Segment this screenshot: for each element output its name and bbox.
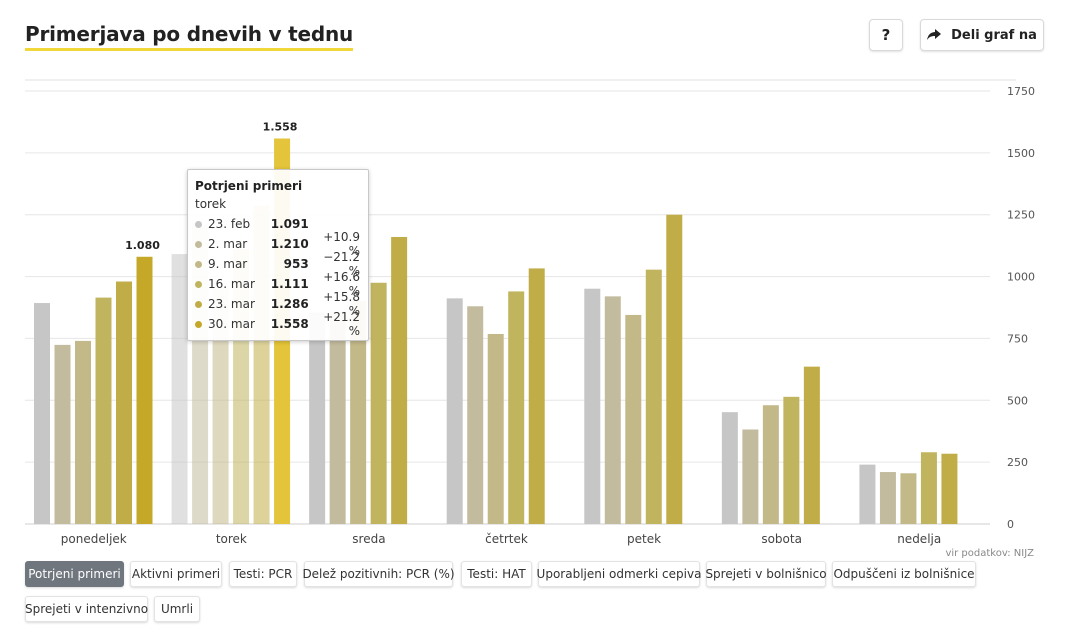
chart-title: Primerjava po dnevih v tednu [25,22,353,51]
tooltip-change: +21.2 % [323,310,360,338]
bar [762,405,779,524]
chart-tooltip: Potrjeni primeri torek 23. feb 1.091 2. ma… [187,169,369,341]
tab-odpuščeni-iz-bolnišnice[interactable]: Odpuščeni iz bolnišnice [832,561,976,587]
series-dot-icon [195,240,202,248]
share-arrow-icon [927,29,942,40]
bar-chart: 0 250 500 750 1000 1250 1500 1750 ponedeljek tore… [25,79,1035,559]
series-dot-icon [195,320,202,328]
tooltip-title: Potrjeni primeri [195,179,303,193]
tooltip-date: 23. feb [208,217,251,231]
bar [666,214,683,524]
series-dot-icon [195,280,202,288]
bar [508,291,525,524]
tooltip-change: +10.9 % [323,230,360,258]
tooltip-date: 2. mar [208,237,248,251]
tooltip-value: 1.558 [270,317,309,331]
tooltip-change: +15.8 % [323,290,360,318]
tab-sprejeti-v-bolnišnico[interactable]: Sprejeti v bolnišnico [705,561,827,587]
tab-umrli[interactable]: Umrli [154,596,200,622]
y-tick-label: 1500 [1007,147,1035,160]
data-label: 1.080 [125,239,160,252]
x-tick-label: ponedeljek [61,532,127,546]
bar [721,412,738,524]
tab-aktivni-primeri[interactable]: Aktivni primeri [130,561,222,587]
tooltip-value: 1.286 [270,297,309,311]
tab-potrjeni-primeri[interactable]: Potrjeni primeri [25,561,124,587]
tooltip-row: 16. mar 1.111 +16.6 % [195,270,360,298]
data-label: 1.558 [263,121,298,134]
tooltip-change: −21.2 % [323,250,360,278]
bar [941,453,958,524]
tooltip-row: 2. mar 1.210 +10.9 % [195,230,360,258]
bar [859,464,876,524]
bar [584,288,601,524]
y-tick-label: 500 [1007,394,1028,407]
tooltip-value: 1.210 [270,237,309,251]
bar [783,396,800,524]
tooltip-row: 23. feb 1.091 [195,214,360,234]
bar [604,296,621,524]
tooltip-subtitle: torek [195,197,227,211]
tooltip-row: 9. mar 953 −21.2 % [195,250,360,278]
x-tick-label: sobota [761,532,802,546]
y-tick-label: 250 [1007,456,1028,469]
bar [645,269,662,524]
bar [171,254,188,525]
x-tick-label: torek [216,532,247,546]
bar [309,312,326,524]
y-tick-label: 1000 [1007,271,1035,284]
source-note: vir podatkov: NIJZ [945,548,1034,559]
tab-testi-hat[interactable]: Testi: HAT [461,561,532,587]
tooltip-change: +16.6 % [323,270,360,298]
tooltip-value: 953 [283,257,309,271]
x-tick-label: četrtek [485,532,528,546]
bar [95,297,112,524]
tooltip-row: 23. mar 1.286 +15.8 % [195,290,360,318]
bar [920,452,937,524]
bar [370,282,387,524]
y-tick-label: 1250 [1007,209,1035,222]
bar [34,303,50,524]
x-tick-label: nedelja [897,532,941,546]
bar [212,288,229,524]
bar [116,281,132,524]
bar [803,366,820,524]
series-dot-icon [195,220,202,228]
bar [391,236,408,525]
tab-delež-pozitivnih-pcr[interactable]: Delež pozitivnih: PCR (%) [302,561,455,587]
bar [54,344,71,524]
bar [487,333,504,524]
bar [879,472,896,524]
share-button-label: Deli graf na [951,27,1037,43]
tooltip-value: 1.091 [270,217,309,231]
bar [350,300,367,524]
bar [136,256,153,524]
series-dot-icon [195,300,202,308]
share-button[interactable]: Deli graf na [920,19,1044,51]
tooltip-date: 23. mar [208,297,255,311]
y-tick-label: 750 [1007,332,1028,345]
series-dot-icon [195,260,202,268]
y-tick-label: 1750 [1007,85,1035,98]
tooltip-row: 30. mar 1.558 +21.2 % [195,310,360,338]
bar [75,340,91,524]
bar [329,311,346,524]
bar [900,473,917,524]
tooltip-date: 30. mar [208,317,255,331]
tooltip-date: 16. mar [208,277,255,291]
tooltip-value: 1.111 [270,277,309,291]
tab-testi-pcr[interactable]: Testi: PCR [229,561,297,587]
help-button[interactable]: ? [869,19,903,51]
tooltip-date: 9. mar [208,257,248,271]
bar [742,429,759,524]
y-tick-label: 0 [1007,518,1014,531]
x-tick-label: sreda [352,532,385,546]
tab-sprejeti-v-intenzivno[interactable]: Sprejeti v intenzivno [25,596,148,622]
bar [625,314,642,524]
tab-uporabljeni-odmerki-cepiva[interactable]: Uporabljeni odmerki cepiva [537,561,701,587]
bar [446,298,463,524]
bar [528,268,545,524]
bar [467,306,484,524]
x-tick-label: petek [627,532,661,546]
